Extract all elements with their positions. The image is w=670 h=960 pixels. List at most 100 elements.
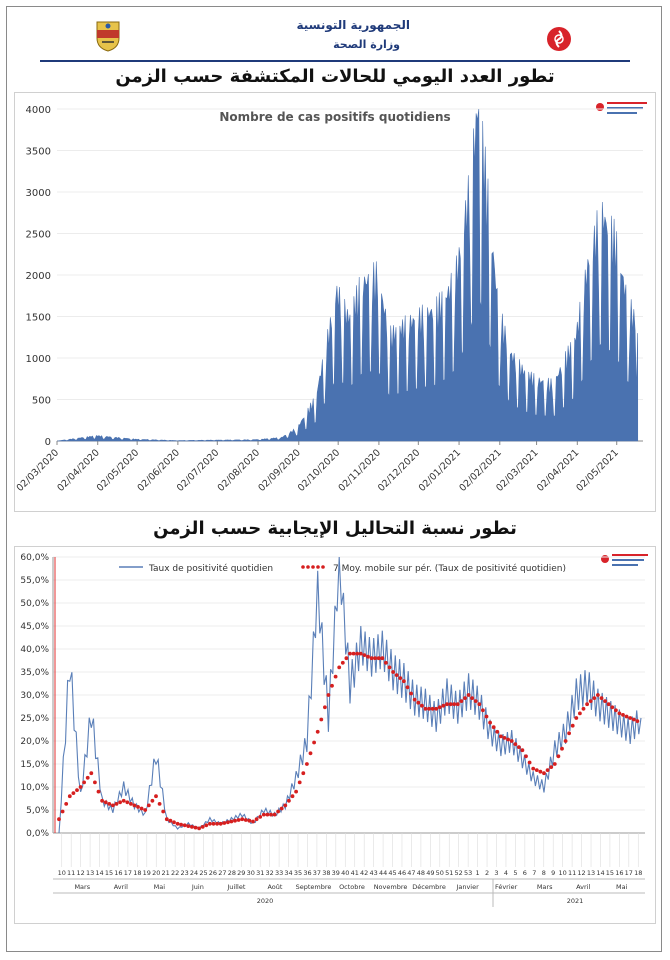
moving-average-point [272, 812, 277, 817]
moving-average-point [118, 800, 122, 805]
moving-average-point [186, 824, 191, 828]
chart2-week-label: 36 [303, 869, 311, 877]
moving-average-point [398, 676, 403, 680]
chart2-year-label: 2021 [567, 897, 584, 905]
moving-average-point [488, 720, 492, 725]
moving-average-point [111, 803, 115, 808]
chart2-week-label: 10 [559, 869, 567, 877]
moving-average-point [376, 656, 381, 661]
moving-average-point [549, 765, 554, 769]
chart2-week-label: 13 [86, 869, 94, 877]
chart2-month-label: Novembre [374, 883, 408, 891]
moving-average-point [297, 780, 302, 785]
moving-average-point [175, 821, 180, 826]
chart2-month-label: Mai [616, 883, 628, 891]
moving-average-point [355, 651, 360, 656]
chart2-week-label: 10 [58, 869, 66, 877]
moving-average-point [326, 693, 331, 697]
moving-average-point [60, 809, 65, 814]
chart1-x-tick-label: 02/12/2020 [376, 447, 423, 494]
chart2-week-label: 16 [615, 869, 623, 877]
chart2-week-label: 3 [494, 869, 498, 877]
chart2-year-label: 2020 [257, 897, 274, 905]
chart2-y-tick-label: 25,0% [20, 714, 49, 724]
chart2-month-label: Juin [191, 883, 204, 891]
moving-average-point [473, 699, 478, 703]
moving-average-point [78, 785, 83, 789]
chart2-month-label: Août [267, 883, 282, 891]
moving-average-point [254, 817, 259, 822]
chart2-week-label: 43 [369, 869, 377, 877]
moving-average-point [387, 665, 392, 670]
chart2-month-label: Octobre [339, 883, 365, 891]
moving-average-point [226, 820, 230, 825]
moving-average-point [437, 705, 442, 710]
chart2-arabic-title: تطور نسبة التحاليل الإيجابية حسب الزمن [153, 518, 517, 539]
moving-average-point [394, 673, 399, 677]
moving-average-point [139, 806, 144, 811]
chart2-week-label: 48 [417, 869, 425, 877]
moving-average-point [348, 651, 352, 656]
moving-average-point [290, 794, 295, 799]
moving-average-point [229, 819, 234, 824]
moving-average-point [197, 826, 202, 831]
moving-average-point [581, 706, 586, 711]
chart2-week-label: 45 [388, 869, 396, 877]
chart1-x-tick-label: 02/05/2021 [574, 447, 621, 494]
legend-ma-swatch [316, 565, 320, 569]
chart2-month-label: Juillet [226, 883, 245, 891]
moving-average-point [89, 771, 94, 776]
moving-average-point [323, 705, 327, 710]
chart2-source-logo-icon [601, 554, 648, 566]
chart2-month-label: Mai [154, 883, 166, 891]
chart2-week-label: 1 [476, 869, 480, 877]
moving-average-point [358, 651, 363, 656]
moving-average-point [635, 719, 640, 723]
moving-average-point [85, 775, 90, 780]
chart1-arabic-title: تطور العدد اليومي للحالات المكتشفة حسب ا… [115, 66, 555, 87]
moving-average-point [64, 802, 69, 806]
header-country: الجمهورية التونسية [296, 18, 410, 32]
chart2-week-label: 53 [464, 869, 472, 877]
moving-average-point [71, 791, 76, 795]
moving-average-point [391, 670, 395, 674]
chart2-week-label: 12 [76, 869, 84, 877]
moving-average-point [596, 693, 600, 697]
moving-average-point [491, 725, 496, 730]
moving-average-point [527, 760, 532, 765]
moving-average-point [430, 706, 435, 711]
chart2-y-tick-label: 35,0% [20, 668, 49, 678]
chart2-week-label: 6 [523, 869, 527, 877]
moving-average-point [146, 803, 151, 808]
chart2-y-tick-label: 40,0% [20, 645, 49, 655]
chart2-week-label: 39 [332, 869, 340, 877]
moving-average-point [164, 817, 169, 822]
moving-average-point [269, 812, 273, 817]
moving-average-point [574, 716, 579, 720]
moving-average-point [366, 654, 370, 659]
chart2-week-label: 27 [218, 869, 226, 877]
moving-average-point [114, 802, 119, 806]
moving-average-point [405, 685, 410, 690]
chart2-week-label: 9 [551, 869, 555, 877]
chart2-week-label: 21 [162, 869, 170, 877]
moving-average-point [445, 702, 449, 707]
chart2-month-label: Avril [114, 883, 128, 891]
moving-average-point [168, 818, 173, 823]
legend-ma-swatch [301, 565, 305, 569]
legend-ma-label: 7 Moy. mobile sur pér. (Taux de positivi… [333, 563, 566, 574]
chart2-y-tick-label: 45,0% [20, 622, 49, 632]
moving-average-point [251, 819, 255, 824]
chart2-week-label: 18 [133, 869, 141, 877]
chart2-y-tick-label: 20,0% [20, 737, 49, 747]
moving-average-point [384, 660, 388, 665]
moving-average-point [463, 696, 467, 700]
legend-ma-swatch [311, 565, 315, 569]
chart1-y-tick-label: 1500 [26, 313, 51, 324]
moving-average-point [337, 665, 342, 670]
moving-average-point [93, 780, 97, 785]
moving-average-point [452, 702, 457, 707]
chart1-y-tick-label: 3500 [26, 147, 51, 158]
moving-average-point [520, 748, 525, 753]
chart1-y-tick-label: 2500 [26, 230, 51, 241]
